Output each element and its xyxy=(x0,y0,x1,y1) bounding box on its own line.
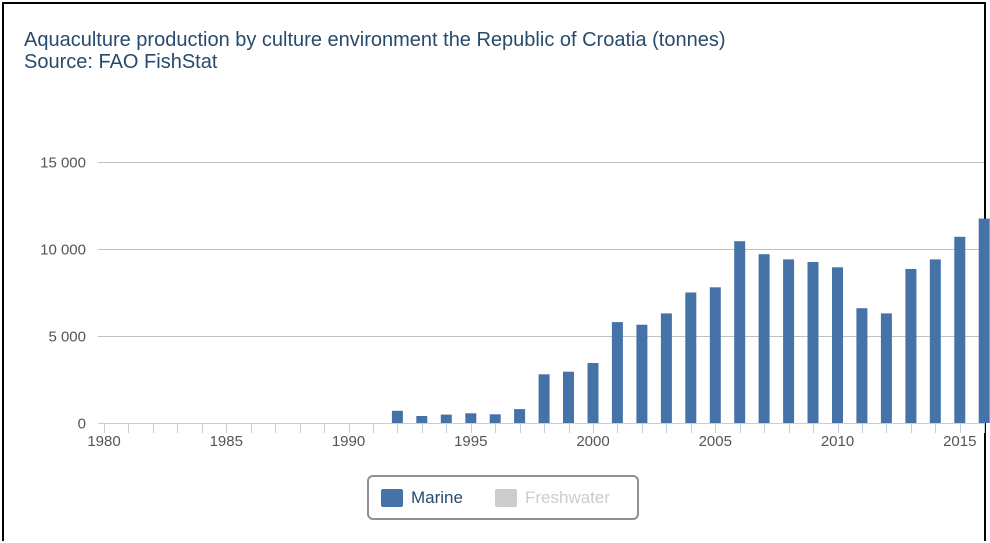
bar xyxy=(416,416,428,423)
bar xyxy=(905,269,917,423)
bar xyxy=(587,363,599,423)
bar xyxy=(856,308,868,423)
bars xyxy=(391,218,990,423)
chart-title: Aquaculture production by culture enviro… xyxy=(24,29,726,51)
bar xyxy=(611,322,623,423)
x-tick-label: 1995 xyxy=(454,433,487,450)
x-tick-label: 1985 xyxy=(210,433,243,450)
grid-lines xyxy=(98,162,984,337)
legend: Marine Freshwater xyxy=(367,475,639,520)
legend-swatch-freshwater xyxy=(495,489,517,507)
legend-swatch-marine xyxy=(381,489,403,507)
chart-subtitle: Source: FAO FishStat xyxy=(24,51,218,73)
y-tick-label: 15 000 xyxy=(40,155,86,172)
bar xyxy=(514,409,526,423)
bar xyxy=(783,259,795,423)
bar xyxy=(465,413,477,423)
bar xyxy=(489,414,501,423)
x-tick-label: 2015 xyxy=(943,433,976,450)
bar xyxy=(660,313,672,423)
bar xyxy=(758,254,770,423)
bar xyxy=(880,313,892,423)
bar xyxy=(391,410,403,423)
legend-item-marine[interactable]: Marine xyxy=(381,487,463,509)
x-tick-label: 2010 xyxy=(821,433,854,450)
x-tick-label: 2000 xyxy=(576,433,609,450)
bar xyxy=(954,236,966,423)
x-axis-labels: 1980 1985 1990 1995 2000 2005 2010 2015 xyxy=(87,433,976,450)
bar xyxy=(440,414,452,423)
legend-label-freshwater: Freshwater xyxy=(525,488,611,507)
bar xyxy=(636,324,648,423)
x-tick-label: 1990 xyxy=(332,433,365,450)
x-tick-label: 1980 xyxy=(87,433,120,450)
bar xyxy=(563,371,574,423)
bar xyxy=(929,259,941,423)
bar xyxy=(709,287,721,423)
bar xyxy=(832,267,843,423)
bar xyxy=(734,241,746,423)
bar xyxy=(538,374,550,423)
y-tick-label: 0 xyxy=(78,416,86,433)
y-tick-label: 10 000 xyxy=(40,242,86,259)
x-axis xyxy=(98,423,985,433)
legend-item-freshwater[interactable]: Freshwater xyxy=(495,487,610,509)
bar xyxy=(685,292,697,423)
y-axis-labels: 0 5 000 10 000 15 000 xyxy=(40,155,86,433)
legend-label-marine: Marine xyxy=(411,488,463,507)
y-tick-label: 5 000 xyxy=(48,329,86,346)
bar xyxy=(978,218,990,423)
bar xyxy=(807,262,819,423)
x-tick-label: 2005 xyxy=(699,433,732,450)
